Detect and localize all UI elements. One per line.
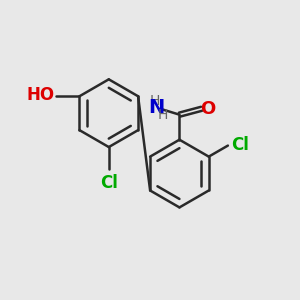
Text: Cl: Cl (231, 136, 249, 154)
Text: O: O (200, 100, 216, 118)
Text: Cl: Cl (100, 174, 118, 192)
Text: H: H (158, 108, 168, 122)
Text: N: N (148, 98, 165, 117)
Text: HO: HO (26, 86, 54, 104)
Text: H: H (150, 94, 160, 107)
